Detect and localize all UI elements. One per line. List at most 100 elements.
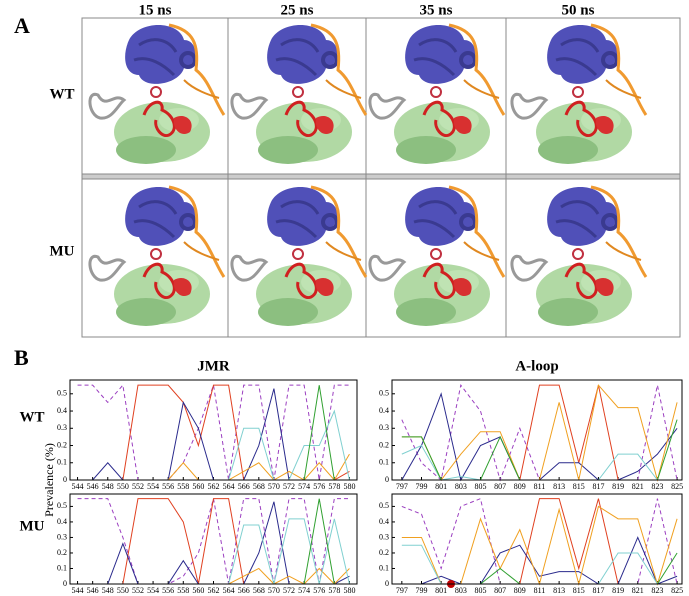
x-tick-label: 550 <box>117 586 129 595</box>
series-line <box>401 392 678 482</box>
x-tick-label: 823 <box>651 586 663 595</box>
y-tick-label: 0 <box>385 579 389 588</box>
series-line <box>77 498 350 585</box>
y-tick-label: 0.3 <box>57 532 67 541</box>
x-tick-label: 558 <box>177 586 189 595</box>
row-label: WT <box>49 86 74 102</box>
panel-b: B Prevalence (%) <box>14 345 56 517</box>
column-header: 15 ns <box>139 2 172 18</box>
x-tick-label: 544 <box>72 482 84 491</box>
plot-frame <box>69 493 358 585</box>
series-line <box>77 501 350 585</box>
column-header: 25 ns <box>281 2 314 18</box>
x-tick-label: 809 <box>514 482 526 491</box>
x-tick-label: 815 <box>573 482 585 491</box>
structure-image <box>509 185 648 328</box>
x-tick-label: 552 <box>132 482 144 491</box>
structure-image <box>229 23 368 166</box>
x-tick-label: 821 <box>632 482 644 491</box>
series-line <box>77 453 350 481</box>
x-tick-label: 815 <box>573 586 585 595</box>
x-tick-label: 548 <box>102 482 114 491</box>
x-tick-label: 809 <box>514 586 526 595</box>
x-tick-label: 544 <box>72 586 84 595</box>
x-tick-label: 803 <box>455 586 467 595</box>
column-header: 35 ns <box>420 2 453 18</box>
x-tick-label: 572 <box>283 482 295 491</box>
x-tick-label: 805 <box>474 482 486 491</box>
x-tick-label: 568 <box>253 482 265 491</box>
series-line <box>77 388 350 481</box>
series-line <box>77 384 350 481</box>
x-tick-label: 821 <box>632 586 644 595</box>
structure-image <box>509 23 648 166</box>
y-tick-label: 0.3 <box>379 532 389 541</box>
x-tick-label: 574 <box>298 482 310 491</box>
column-header: 50 ns <box>562 2 595 18</box>
y-tick-label: 0 <box>385 475 389 484</box>
series-line <box>401 444 678 481</box>
x-tick-label: 546 <box>87 586 99 595</box>
structure-image <box>87 23 226 166</box>
series-line <box>401 384 678 482</box>
x-tick-label: 564 <box>223 586 235 595</box>
y-tick-label: 0.4 <box>379 517 389 526</box>
y-tick-label: 0.2 <box>379 548 389 557</box>
plot-frame <box>391 493 683 585</box>
x-tick-label: 564 <box>223 482 235 491</box>
x-tick-label: 578 <box>328 586 340 595</box>
x-tick-label: 578 <box>328 482 340 491</box>
series-line <box>401 497 678 585</box>
x-tick-label: 825 <box>671 482 683 491</box>
series-line <box>401 505 678 586</box>
y-tick-label: 0.3 <box>57 423 67 432</box>
plot-frame <box>69 379 358 481</box>
y-tick-label: 0.1 <box>379 458 389 467</box>
x-tick-label: 819 <box>612 586 624 595</box>
x-tick-label: 817 <box>592 586 604 595</box>
x-tick-label: 825 <box>671 586 683 595</box>
x-tick-label: 554 <box>147 482 159 491</box>
y-tick-label: 0 <box>63 475 67 484</box>
panel-label: B <box>14 345 29 370</box>
x-tick-label: 819 <box>612 482 624 491</box>
x-tick-label: 580 <box>343 586 355 595</box>
x-tick-label: 803 <box>455 482 467 491</box>
series-line <box>77 409 350 481</box>
series-line <box>401 419 678 481</box>
plot-frame <box>391 379 683 481</box>
y-tick-label: 0.5 <box>379 389 389 398</box>
row-divider <box>81 173 681 180</box>
x-tick-label: 801 <box>435 586 447 595</box>
structure-image <box>229 185 368 328</box>
y-tick-label: 0.4 <box>57 406 67 415</box>
y-tick-label: 0.2 <box>57 548 67 557</box>
x-tick-label: 566 <box>238 482 250 491</box>
y-axis-label: Prevalence (%) <box>42 443 56 517</box>
x-tick-label: 552 <box>132 586 144 595</box>
y-tick-label: 0.5 <box>379 501 389 510</box>
x-tick-label: 823 <box>651 482 663 491</box>
y-tick-label: 0.1 <box>57 563 67 572</box>
x-tick-label: 570 <box>268 482 280 491</box>
x-tick-label: 801 <box>435 482 447 491</box>
x-tick-label: 807 <box>494 482 506 491</box>
x-tick-label: 813 <box>553 586 565 595</box>
y-tick-label: 0.4 <box>57 517 67 526</box>
x-tick-label: 811 <box>534 586 546 595</box>
series-line <box>401 552 678 585</box>
structure-image <box>367 23 506 166</box>
y-tick-label: 0.1 <box>57 458 67 467</box>
x-tick-label: 811 <box>534 482 546 491</box>
y-tick-label: 0.5 <box>57 389 67 398</box>
x-tick-label: 576 <box>313 586 325 595</box>
y-tick-label: 0.2 <box>57 440 67 449</box>
x-tick-label: 576 <box>313 482 325 491</box>
x-tick-label: 799 <box>415 482 427 491</box>
x-tick-label: 797 <box>396 482 408 491</box>
series-line <box>401 384 678 481</box>
x-tick-label: 548 <box>102 586 114 595</box>
x-tick-label: 570 <box>268 586 280 595</box>
panel-a: A 15 ns 25 ns 35 ns 50 ns WT MU <box>14 2 681 338</box>
x-tick-label: 807 <box>494 586 506 595</box>
